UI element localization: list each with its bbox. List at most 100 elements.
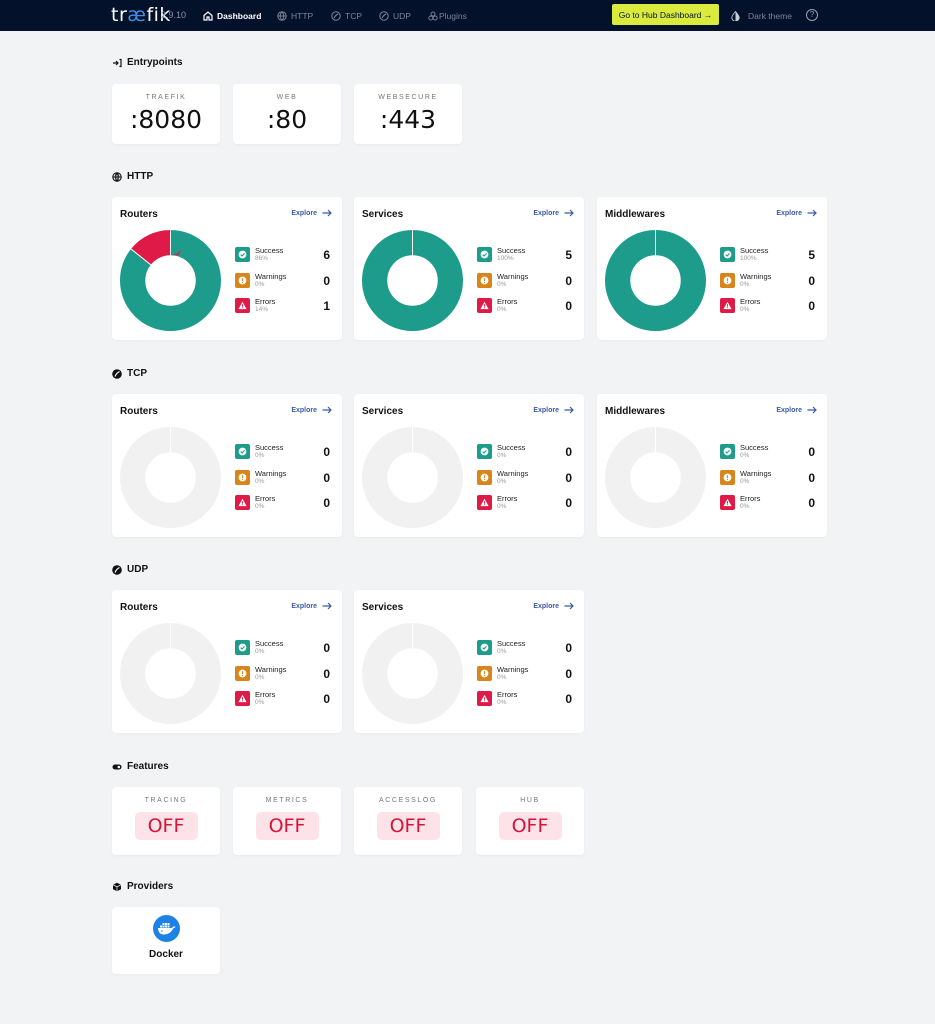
donut-chart [362, 623, 463, 724]
exclamation-circle-icon [477, 272, 492, 288]
exclamation-circle-icon [720, 272, 735, 288]
warning-triangle-icon [477, 298, 492, 313]
arrow-right-icon [564, 406, 574, 414]
status-badge: OFF [376, 812, 440, 840]
home-icon [203, 10, 213, 21]
check-circle-icon [235, 444, 250, 459]
nav-http[interactable]: HTTP [277, 0, 313, 31]
features-heading: Features [112, 761, 169, 772]
tcp-services-card: Services Explore Success 0% 0 [354, 394, 584, 537]
legend-success: Success 100% 5 [720, 246, 815, 273]
check-circle-icon [235, 640, 250, 655]
donut-chart [605, 230, 706, 331]
globe-icon [112, 171, 122, 182]
status-badge: OFF [134, 812, 198, 840]
go-to-hub-button[interactable]: Go to Hub Dashboard → [612, 4, 719, 25]
help-icon[interactable]: ? [806, 9, 818, 21]
nav-udp[interactable]: UDP [379, 0, 411, 31]
donut-chart [120, 230, 221, 331]
legend-warnings: Warnings 0% 0 [235, 272, 330, 299]
status-legend: Success 0% 0 Warnings 0% 0 Errors 0% 0 [477, 443, 572, 521]
warning-triangle-icon [235, 691, 250, 706]
warning-triangle-icon [720, 298, 735, 313]
legend-errors: Errors 0% 0 [720, 297, 815, 324]
tcp-middlewares-card: Middlewares Explore Success 0% 0 [597, 394, 827, 537]
udp-icon [379, 10, 389, 21]
nav-plugins[interactable]: Plugins [428, 0, 467, 31]
legend-errors: Errors 0% 0 [477, 494, 572, 521]
check-circle-icon [477, 247, 492, 262]
exclamation-circle-icon [235, 272, 250, 288]
legend-success: Success 86% 6 [235, 246, 330, 273]
explore-link[interactable]: Explore [291, 406, 332, 414]
dark-theme-toggle[interactable]: Dark theme [731, 0, 792, 31]
legend-warnings: Warnings 0% 0 [235, 665, 330, 692]
tcp-icon [112, 368, 122, 379]
arrow-right-icon [807, 406, 817, 414]
feature-card-hub: HUB OFF [476, 787, 584, 855]
exclamation-circle-icon [720, 469, 735, 485]
legend-warnings: Warnings 0% 0 [235, 469, 330, 496]
explore-link[interactable]: Explore [291, 209, 332, 217]
legend-errors: Errors 0% 0 [477, 297, 572, 324]
card-title: Middlewares [605, 406, 666, 417]
card-title: Routers [120, 209, 158, 220]
legend-warnings: Warnings 0% 0 [477, 665, 572, 692]
provider-card-docker[interactable]: Docker [112, 907, 220, 974]
legend-errors: Errors 0% 0 [235, 494, 330, 521]
explore-link[interactable]: Explore [533, 209, 574, 217]
providers-heading: Providers [112, 881, 173, 892]
status-legend: Success 86% 6 Warnings 0% 0 Errors 14% 1 [235, 246, 330, 324]
globe-icon [277, 10, 287, 21]
entrypoints-heading: Entrypoints [112, 57, 183, 68]
donut-chart [605, 427, 706, 528]
card-title: Routers [120, 406, 158, 417]
legend-success: Success 0% 0 [235, 639, 330, 666]
donut-chart [362, 427, 463, 528]
check-circle-icon [477, 640, 492, 655]
donut-chart [362, 230, 463, 331]
explore-link[interactable]: Explore [776, 406, 817, 414]
tcp-routers-card: Routers Explore Success 0% 0 [112, 394, 342, 537]
status-legend: Success 100% 5 Warnings 0% 0 Errors 0% 0 [477, 246, 572, 324]
udp-icon [112, 564, 122, 575]
entrypoint-card-websecure: WEBSECURE :443 [354, 84, 462, 144]
check-circle-icon [477, 444, 492, 459]
http-services-card: Services Explore Success 100% 5 [354, 197, 584, 340]
legend-success: Success 100% 5 [477, 246, 572, 273]
nav-tcp[interactable]: TCP [331, 0, 362, 31]
http-heading: HTTP [112, 171, 153, 182]
explore-link[interactable]: Explore [291, 602, 332, 610]
card-title: Routers [120, 602, 158, 613]
legend-success: Success 0% 0 [720, 443, 815, 470]
card-title: Middlewares [605, 209, 666, 220]
toggle-icon [112, 764, 122, 769]
check-circle-icon [720, 444, 735, 459]
http-middlewares-card: Middlewares Explore Success 100% 5 [597, 197, 827, 340]
exclamation-circle-icon [477, 665, 492, 681]
top-navbar: træfik 2.9.10 Dashboard HTTP TCP UDP Plu… [0, 0, 935, 31]
entrypoint-card-traefik: TRAEFIK :8080 [112, 84, 220, 144]
udp-heading: UDP [112, 564, 148, 575]
traefik-logo[interactable]: træfik [111, 4, 171, 26]
card-title: Services [362, 602, 404, 613]
legend-success: Success 0% 0 [235, 443, 330, 470]
warning-triangle-icon [720, 495, 735, 510]
status-badge: OFF [255, 812, 319, 840]
arrow-right-icon [807, 209, 817, 217]
exclamation-circle-icon [235, 469, 250, 485]
legend-success: Success 0% 0 [477, 443, 572, 470]
status-badge: OFF [498, 812, 562, 840]
feature-card-tracing: TRACING OFF [112, 787, 220, 855]
explore-link[interactable]: Explore [533, 406, 574, 414]
nav-dashboard[interactable]: Dashboard [203, 0, 261, 31]
arrow-right-icon [564, 209, 574, 217]
explore-link[interactable]: Explore [533, 602, 574, 610]
legend-warnings: Warnings 0% 0 [477, 272, 572, 299]
tcp-heading: TCP [112, 368, 147, 379]
feature-card-metrics: METRICS OFF [233, 787, 341, 855]
explore-link[interactable]: Explore [776, 209, 817, 217]
warning-triangle-icon [477, 691, 492, 706]
status-legend: Success 0% 0 Warnings 0% 0 Errors 0% 0 [235, 639, 330, 717]
docker-icon [152, 915, 180, 942]
